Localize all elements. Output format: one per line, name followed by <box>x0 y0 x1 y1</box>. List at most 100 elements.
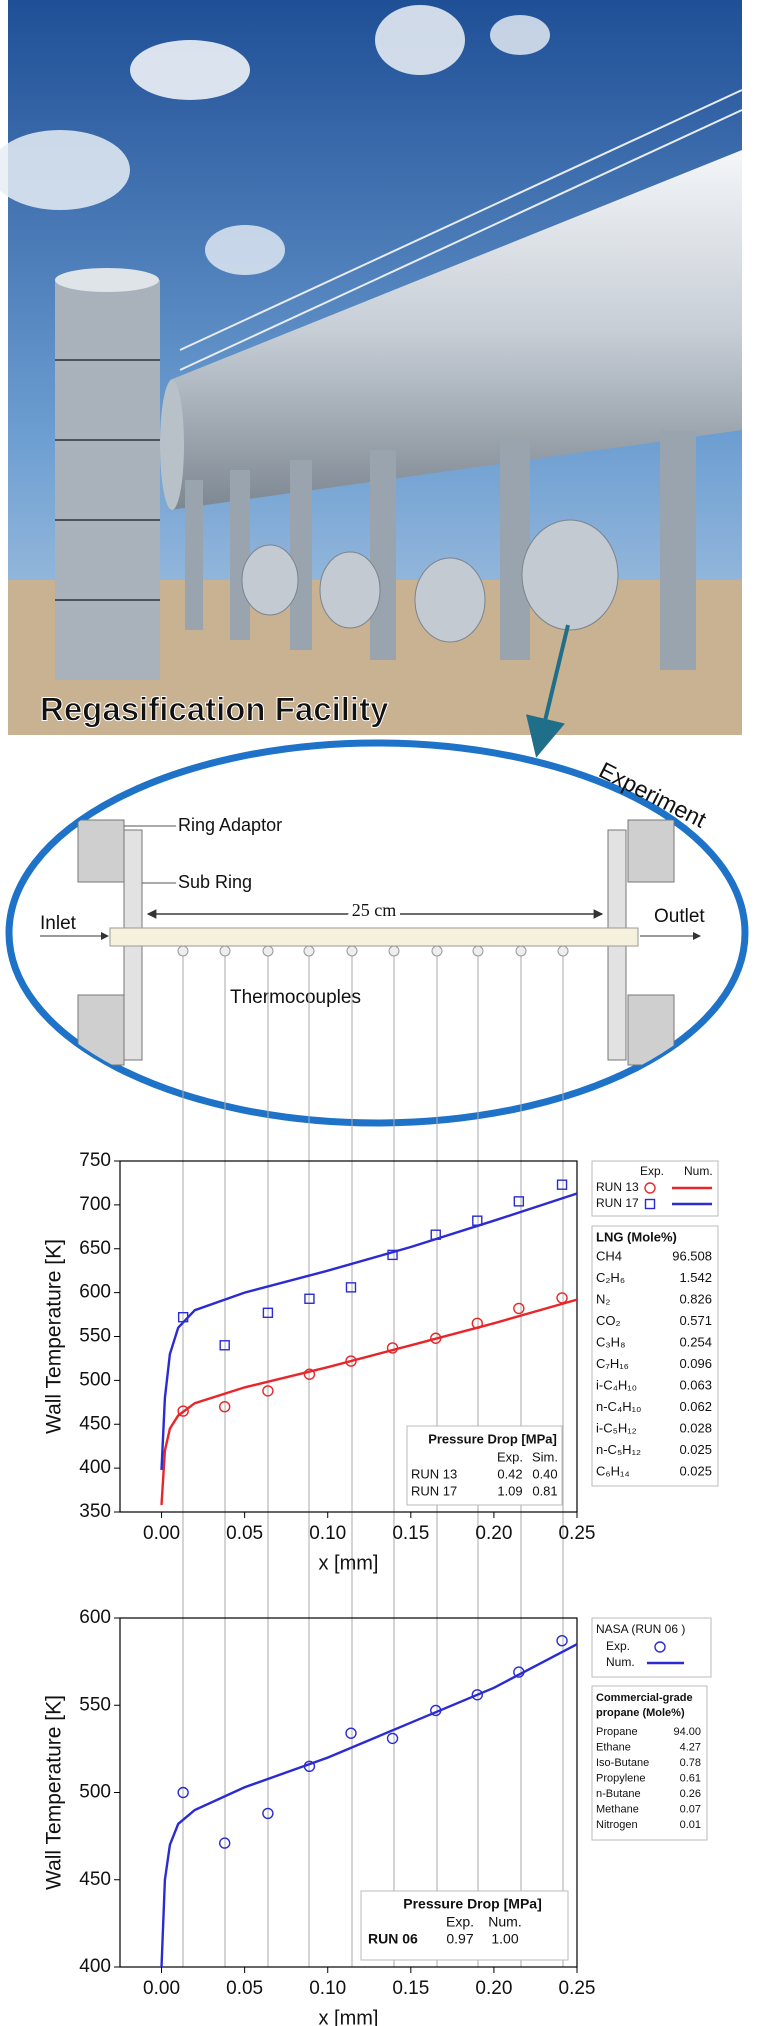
thermocouple <box>303 945 315 957</box>
y-tick-label: 400 <box>79 1457 111 1478</box>
thermocouple <box>177 945 189 957</box>
data-point <box>556 1179 568 1190</box>
legend-label: RUN 17 <box>596 1196 639 1210</box>
y-tick-label: 350 <box>79 1501 111 1522</box>
composition-title: propane (Mole%) <box>596 1707 685 1719</box>
pressure-table-title: Pressure Drop [MPa] <box>403 1896 541 1912</box>
data-point <box>471 1317 483 1330</box>
composition-value: 0.826 <box>679 1291 712 1306</box>
composition-name: Propylene <box>596 1772 646 1784</box>
data-point <box>304 1293 315 1304</box>
composition-name: n-Butane <box>596 1788 641 1800</box>
composition-value: 0.025 <box>679 1463 712 1478</box>
thermocouple <box>557 945 569 957</box>
composition-value: 0.062 <box>679 1399 712 1414</box>
y-tick-label: 750 <box>79 1150 111 1171</box>
pressure-table-cell: 0.81 <box>532 1483 557 1498</box>
y-tick-label: 700 <box>79 1194 111 1215</box>
inlet-label: Inlet <box>40 913 77 934</box>
y-tick-label: 450 <box>79 1869 111 1890</box>
num-line <box>160 1643 578 1968</box>
y-tick-label: 650 <box>79 1238 111 1259</box>
composition-name: i-C₅H₁₂ <box>596 1420 637 1435</box>
data-point <box>513 1302 525 1315</box>
composition-value: 0.063 <box>679 1377 712 1392</box>
composition-name: C₇H₁₆ <box>596 1356 629 1371</box>
data-point <box>177 1786 189 1799</box>
legend-label: Num. <box>606 1655 635 1669</box>
data-point <box>262 1307 274 1319</box>
pressure-table-cell: 0.40 <box>532 1466 557 1481</box>
composition-value: 96.508 <box>672 1248 712 1263</box>
composition-name: N₂ <box>596 1291 610 1306</box>
thermocouple <box>262 945 274 957</box>
legend-marker <box>644 1182 656 1194</box>
composition-name: n-C₅H₁₂ <box>596 1442 641 1457</box>
composition-name: Ethane <box>596 1741 631 1753</box>
ring-adaptor-label: Ring Adaptor <box>178 815 282 835</box>
y-tick-label: 550 <box>79 1326 111 1347</box>
composition-box <box>591 1225 719 1487</box>
data-point <box>472 1215 483 1226</box>
composition-name: Propane <box>596 1726 638 1738</box>
composition-name: CH4 <box>596 1248 622 1263</box>
thermocouple <box>346 945 358 957</box>
data-point <box>345 1727 357 1739</box>
experiment-diagram: Ring Adaptor Sub Ring 25 cm Inlet Outlet… <box>5 739 749 1127</box>
length-label: 25 cm <box>352 900 397 920</box>
data-point <box>556 1292 568 1304</box>
composition-value: 0.61 <box>680 1772 701 1784</box>
data-point <box>430 1229 441 1240</box>
composition-name: C₃H₈ <box>596 1334 625 1349</box>
composition-name: Methane <box>596 1803 639 1815</box>
composition-value: 0.78 <box>680 1757 701 1769</box>
thermocouple <box>431 945 443 957</box>
data-point <box>177 1311 189 1323</box>
thermocouple <box>219 945 231 957</box>
y-tick-label: 600 <box>79 1282 111 1303</box>
thermocouples-label: Thermocouples <box>230 987 361 1008</box>
composition-title: LNG (Mole%) <box>596 1229 677 1244</box>
x-tick-label: 0.05 <box>226 1978 263 1999</box>
x-tick-label: 0.25 <box>559 1523 596 1544</box>
pressure-table-row-label: RUN 06 <box>368 1931 418 1947</box>
composition-value: 4.27 <box>680 1741 701 1753</box>
facility-photo: Regasification Facility <box>0 0 743 735</box>
legend-label: Exp. <box>606 1639 630 1653</box>
pressure-table-row-label: RUN 17 <box>411 1483 457 1498</box>
x-axis-label: x [mm] <box>319 2007 379 2026</box>
x-tick-label: 0.10 <box>309 1978 346 1999</box>
x-tick-label: 0.15 <box>392 1523 429 1544</box>
data-point <box>177 1405 189 1417</box>
pressure-table-title: Pressure Drop [MPa] <box>428 1431 557 1446</box>
x-tick-label: 0.05 <box>226 1523 263 1544</box>
sub-ring-label: Sub Ring <box>178 872 252 892</box>
pressure-table-row-label: RUN 13 <box>411 1466 457 1481</box>
pressure-table-header: Sim. <box>532 1449 558 1464</box>
photo-caption: Regasification Facility <box>40 691 389 728</box>
data-point <box>430 1704 442 1717</box>
data-point <box>556 1634 568 1647</box>
x-tick-label: 0.20 <box>475 1523 512 1544</box>
y-tick-label: 400 <box>79 1956 111 1977</box>
data-point <box>386 1732 399 1745</box>
num-line <box>160 1298 578 1506</box>
data-point <box>303 1760 316 1773</box>
composition-title: Commercial-grade <box>596 1692 693 1704</box>
data-point <box>513 1196 525 1207</box>
legend-title: NASA (RUN 06 ) <box>596 1622 685 1636</box>
composition-name: n-C₄H₁₀ <box>596 1399 641 1414</box>
composition-value: 94.00 <box>673 1726 701 1738</box>
x-tick-label: 0.20 <box>475 1978 512 1999</box>
composition-name: i-C₄H₁₀ <box>596 1377 637 1392</box>
composition-name: CO₂ <box>596 1313 621 1328</box>
composition-box <box>591 1685 708 1841</box>
composition-value: 1.542 <box>679 1270 712 1285</box>
x-axis-label: x [mm] <box>319 1552 379 1574</box>
data-point <box>386 1342 399 1354</box>
thermocouple <box>388 945 400 957</box>
pointer-arrow <box>526 624 570 758</box>
pressure-table <box>360 1890 569 1961</box>
